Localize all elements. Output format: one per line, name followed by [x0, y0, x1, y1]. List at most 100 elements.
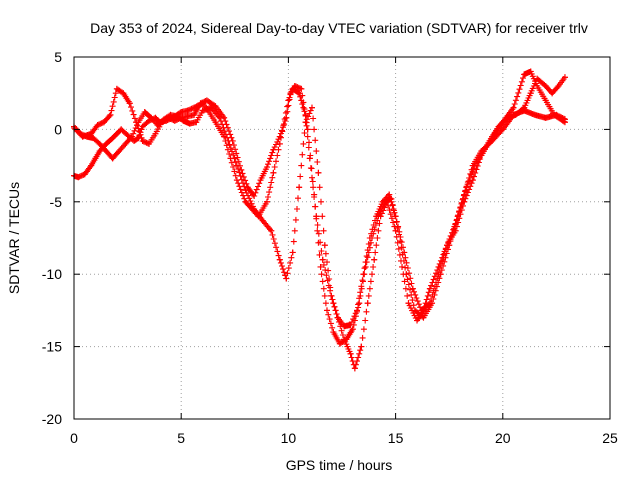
data-point	[139, 137, 146, 144]
data-point	[289, 249, 296, 256]
data-point	[193, 119, 200, 126]
x-tick-label-3: 15	[388, 430, 404, 446]
data-point	[131, 137, 138, 144]
y-tick-label-4: 0	[54, 121, 62, 137]
data-point	[96, 140, 103, 147]
data-point	[92, 155, 99, 162]
data-point	[184, 107, 191, 114]
data-point	[429, 300, 436, 307]
data-point	[336, 340, 343, 347]
data-point	[308, 104, 315, 111]
data-point	[334, 314, 341, 321]
data-point	[191, 111, 198, 118]
data-point	[375, 213, 382, 220]
data-point	[152, 130, 159, 137]
data-point	[242, 198, 249, 205]
data-point	[81, 171, 88, 178]
data-point	[251, 206, 258, 213]
y-tick-label-0: -20	[42, 411, 62, 427]
data-point	[411, 307, 418, 314]
data-point	[319, 256, 326, 263]
y-tick-label-3: -5	[50, 194, 63, 210]
data-point	[257, 177, 264, 184]
data-point	[178, 109, 185, 116]
data-point	[527, 68, 534, 75]
series-track-a	[71, 74, 568, 372]
data-point	[94, 122, 101, 129]
data-point	[328, 292, 335, 299]
data-point	[263, 198, 270, 205]
data-point	[88, 130, 95, 137]
data-point	[510, 104, 517, 111]
data-point	[118, 126, 125, 133]
x-axis-label: GPS time / hours	[286, 457, 393, 473]
data-point	[186, 120, 193, 127]
data-point	[158, 119, 165, 126]
data-point	[197, 100, 204, 107]
data-point	[347, 350, 354, 357]
x-tick-label-1: 5	[177, 430, 185, 446]
data-point	[229, 137, 236, 144]
data-point	[103, 148, 110, 155]
data-point	[283, 275, 290, 282]
data-point	[362, 263, 369, 270]
data-point	[414, 317, 421, 324]
data-point	[405, 300, 412, 307]
data-point	[471, 162, 478, 169]
data-point	[386, 191, 393, 198]
data-point	[165, 114, 172, 121]
data-point	[551, 111, 558, 118]
y-axis: -20 -15 -10 -5 0 5	[42, 49, 610, 427]
data-point	[101, 119, 108, 126]
data-point	[394, 224, 401, 231]
data-point	[499, 119, 506, 126]
data-point	[122, 140, 129, 147]
data-point	[296, 184, 303, 191]
data-point	[364, 300, 371, 307]
data-point	[221, 114, 228, 121]
data-point	[381, 198, 388, 205]
data-point	[321, 242, 328, 249]
data-point	[388, 195, 395, 202]
data-point	[311, 191, 318, 198]
data-point	[116, 148, 123, 155]
data-point	[426, 285, 433, 292]
data-point	[263, 164, 270, 171]
data-point	[238, 166, 245, 173]
data-point	[304, 126, 311, 133]
data-point	[270, 169, 277, 176]
data-point	[561, 74, 568, 81]
data-point	[251, 193, 258, 200]
data-point	[287, 90, 294, 97]
data-point	[276, 256, 283, 263]
data-point	[270, 146, 277, 153]
data-point	[124, 132, 131, 139]
data-point	[420, 314, 427, 321]
data-point	[369, 235, 376, 241]
data-point	[212, 103, 219, 110]
data-point	[203, 97, 210, 104]
data-point	[349, 326, 356, 333]
data-point	[276, 133, 283, 140]
x-tick-label-0: 0	[70, 430, 78, 446]
data-point	[561, 119, 568, 126]
data-point	[296, 90, 303, 97]
data-point	[549, 90, 556, 97]
data-point	[521, 107, 528, 114]
data-point	[317, 263, 324, 270]
data-point	[291, 82, 298, 89]
data-point	[128, 133, 135, 140]
data-point	[268, 227, 275, 234]
data-point	[527, 90, 534, 97]
data-point	[178, 114, 185, 121]
data-point	[403, 271, 410, 278]
data-point	[109, 135, 116, 142]
data-point	[356, 300, 363, 307]
data-point	[212, 119, 219, 126]
data-point	[323, 307, 330, 314]
data-point	[351, 365, 358, 372]
data-point	[480, 148, 487, 155]
data-point	[171, 117, 178, 124]
data-point	[133, 119, 140, 126]
